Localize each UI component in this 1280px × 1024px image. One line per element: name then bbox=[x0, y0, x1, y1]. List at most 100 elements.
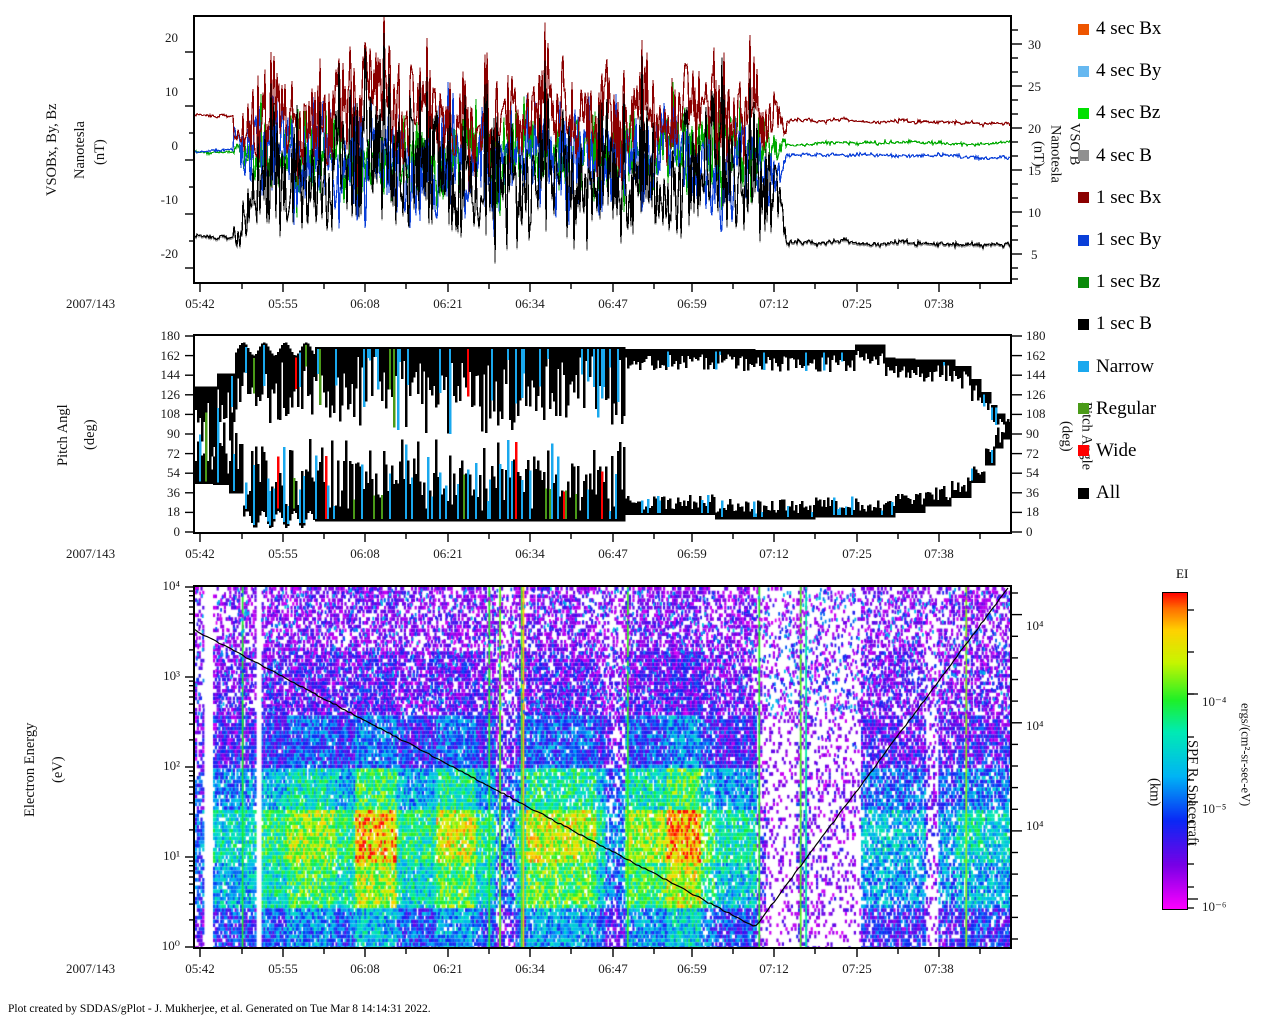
panel-electron-spectrogram-image bbox=[195, 587, 1010, 947]
p1-xtick-9: 07:38 bbox=[924, 296, 954, 311]
p2-ytick-36: 36 bbox=[167, 484, 180, 500]
p1-ytick-neg10: -10 bbox=[160, 192, 178, 207]
p3-xtick-3: 06:21 bbox=[433, 961, 463, 976]
p3-xtick-1: 05:55 bbox=[268, 961, 298, 976]
p3-ytick-1e2: 10² bbox=[163, 758, 180, 773]
p2-xtick-8: 07:25 bbox=[842, 546, 872, 561]
p3-xtick-5: 06:47 bbox=[598, 961, 628, 976]
legend-item-4-sec-by[interactable]: 4 sec By bbox=[1078, 50, 1278, 92]
colorbar-frame bbox=[1162, 592, 1188, 910]
legend-item-4-sec-bx[interactable]: 4 sec Bx bbox=[1078, 8, 1278, 50]
legend-item-narrow[interactable]: Narrow bbox=[1078, 346, 1278, 388]
p2-ytick-126: 126 bbox=[160, 386, 181, 402]
legend-swatch-icon bbox=[1078, 150, 1089, 162]
p2-xtick-2: 06:08 bbox=[350, 546, 380, 561]
p3-xtick-2: 06:08 bbox=[350, 961, 380, 976]
p1-xtick-2: 06:08 bbox=[350, 296, 380, 311]
panel-magnetic-field-ylabel-left: VSOBx, By, Bz bbox=[44, 103, 60, 197]
p2-xtick-4: 06:34 bbox=[515, 546, 545, 561]
panel-magnetic-field-left-ticks bbox=[185, 51, 195, 269]
p2-xtick-0: 05:42 bbox=[185, 546, 215, 561]
panel-magnetic-field-ylabel-right-nt: (nT) bbox=[1030, 141, 1047, 167]
p2-rytick-18: 18 bbox=[1026, 504, 1039, 520]
p1-date-label: 2007/143 bbox=[66, 296, 116, 311]
p1-xtick-4: 06:34 bbox=[515, 296, 545, 311]
p2-ytick-144: 144 bbox=[160, 367, 181, 383]
p2-rytick-144: 144 bbox=[1026, 367, 1046, 383]
legend-label: 4 sec B bbox=[1096, 144, 1152, 166]
legend-item-4-sec-b[interactable]: 4 sec B bbox=[1078, 135, 1278, 177]
p3-xtick-7: 07:12 bbox=[759, 961, 789, 976]
p2-rytick-72: 72 bbox=[1026, 445, 1039, 461]
p2-xtick-3: 06:21 bbox=[433, 546, 463, 561]
panel-magnetic-field-ylabel-left-nt: (nT) bbox=[92, 139, 108, 165]
p2-ytick-90: 90 bbox=[167, 426, 180, 441]
p1-xtick-3: 06:21 bbox=[433, 296, 463, 311]
panel-electron-spectrogram-altitude-trace bbox=[195, 587, 1009, 927]
legend-item-1-sec-b[interactable]: 1 sec B bbox=[1078, 303, 1278, 345]
p1-ytick-0: 0 bbox=[171, 138, 179, 153]
legend-label: 1 sec Bz bbox=[1096, 271, 1161, 293]
p3-xtick-8: 07:25 bbox=[842, 961, 872, 976]
legend-label: 1 sec B bbox=[1096, 313, 1152, 335]
panel-pitch-angle-ylabel-right-units: (deg) bbox=[1058, 420, 1075, 452]
legend-item-regular[interactable]: Regular bbox=[1078, 388, 1278, 430]
p2-xtick-1: 05:55 bbox=[268, 546, 298, 561]
legend-swatch-icon bbox=[1078, 276, 1089, 288]
legend-item-1-sec-bx[interactable]: 1 sec Bx bbox=[1078, 177, 1278, 219]
colorbar-tick-1e-5: 10⁻⁵ bbox=[1202, 801, 1227, 816]
colorbar-ticks bbox=[1188, 609, 1198, 909]
p2-rytick-162: 162 bbox=[1026, 347, 1046, 363]
panel-pitch-angle-ylabel-left-units: (deg) bbox=[82, 419, 98, 451]
p2-ytick-18: 18 bbox=[167, 504, 180, 520]
p2-ytick-108: 108 bbox=[160, 406, 181, 422]
p1-rytick-20: 20 bbox=[1028, 121, 1041, 136]
p3-rytick-1: 10⁴ bbox=[1026, 718, 1044, 733]
legend-swatch-icon bbox=[1078, 65, 1089, 77]
legend-item-1-sec-bz[interactable]: 1 sec Bz bbox=[1078, 261, 1278, 303]
legend-label: 1 sec By bbox=[1096, 229, 1162, 251]
legend-label: Wide bbox=[1096, 439, 1137, 461]
p2-ytick-72: 72 bbox=[167, 445, 180, 461]
legend-swatch-icon bbox=[1078, 403, 1089, 415]
legend-label: Narrow bbox=[1096, 355, 1155, 377]
p3-ytick-1e0: 10⁰ bbox=[161, 938, 180, 953]
legend-swatch-icon bbox=[1078, 361, 1089, 373]
panel-electron-spectrogram-ylabel-left: Electron Energy bbox=[22, 722, 38, 818]
p2-date-label: 2007/143 bbox=[66, 546, 116, 561]
p2-ytick-162: 162 bbox=[160, 347, 181, 363]
panel-magnetic-field-content bbox=[195, 17, 1010, 264]
p2-rytick-54: 54 bbox=[1026, 465, 1039, 481]
p2-ytick-0: 0 bbox=[173, 524, 181, 539]
p1-rytick-5: 5 bbox=[1031, 247, 1038, 262]
p2-xtick-7: 07:12 bbox=[759, 546, 789, 561]
p2-xtick-5: 06:47 bbox=[598, 546, 628, 561]
legend-label: Regular bbox=[1096, 397, 1157, 419]
p3-rytick-0: 10⁴ bbox=[1026, 618, 1044, 633]
p1-ytick-neg20: -20 bbox=[160, 246, 178, 261]
panel-magnetic-field-ylabel-left-units: Nanotesla bbox=[72, 121, 88, 179]
legend-item-all[interactable]: All bbox=[1078, 472, 1278, 514]
p3-xtick-0: 05:42 bbox=[185, 961, 215, 976]
legend-item-wide[interactable]: Wide bbox=[1078, 430, 1278, 472]
legend-label: 4 sec Bz bbox=[1096, 102, 1161, 124]
p2-rytick-90: 90 bbox=[1026, 426, 1039, 441]
legend-swatch-icon bbox=[1078, 445, 1089, 457]
p1-xtick-6: 06:59 bbox=[677, 296, 707, 311]
colorbar-tick-1e-4: 10⁻⁴ bbox=[1202, 694, 1227, 709]
p3-ytick-1e3: 10³ bbox=[163, 668, 180, 683]
legend-swatch-icon bbox=[1078, 318, 1089, 330]
p3-rytick-2: 10⁴ bbox=[1026, 818, 1044, 833]
panel-magnetic-field-right-ticks bbox=[1012, 29, 1022, 280]
legend-item-1-sec-by[interactable]: 1 sec By bbox=[1078, 219, 1278, 261]
panel-electron-spectrogram-ylabel-right: SPF R, Spacecraft bbox=[1184, 740, 1201, 846]
p1-ytick-20: 20 bbox=[165, 30, 178, 45]
legend-label: All bbox=[1096, 482, 1121, 504]
panel-electron-spectrogram-ylabel-left-units: (eV) bbox=[50, 756, 66, 784]
p1-rytick-15: 15 bbox=[1028, 163, 1041, 178]
colorbar-title: EI bbox=[1176, 566, 1189, 581]
colorbar-units-label: ergs/(cm²-sr-sec-eV) bbox=[1238, 703, 1253, 807]
legend-item-4-sec-bz[interactable]: 4 sec Bz bbox=[1078, 92, 1278, 134]
p2-rytick-126: 126 bbox=[1026, 386, 1046, 402]
p2-xtick-6: 06:59 bbox=[677, 546, 707, 561]
